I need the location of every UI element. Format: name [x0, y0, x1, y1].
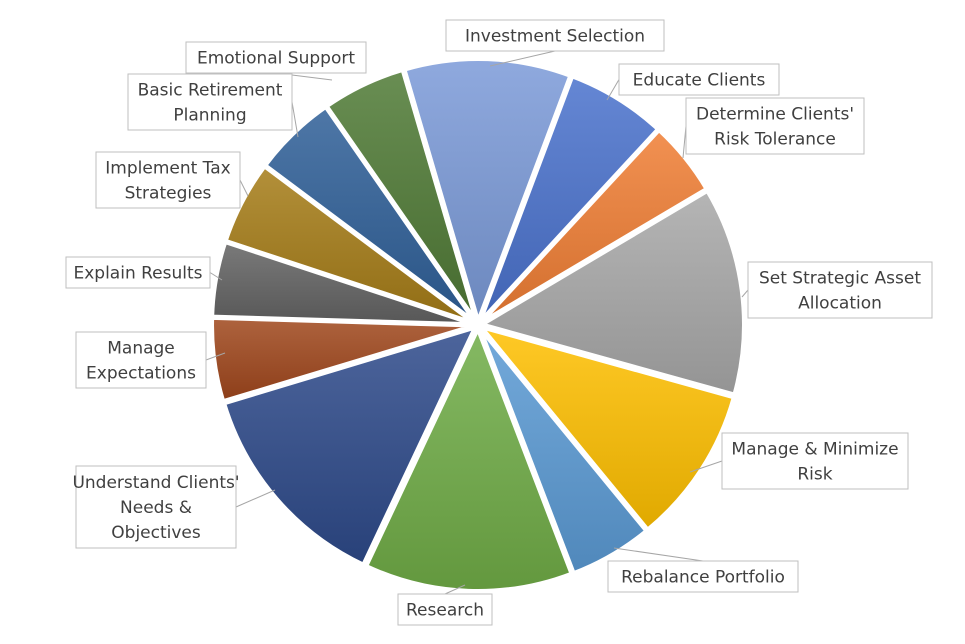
leader-line [291, 101, 299, 138]
data-label-box [65, 256, 211, 289]
data-label: Educate Clients [633, 71, 766, 91]
data-label: Rebalance Portfolio [621, 568, 785, 588]
data-label-box [445, 19, 665, 52]
pie-slice-understand-clients-needs-objectives [222, 325, 477, 567]
leader-line [205, 352, 226, 361]
leader-line [613, 547, 704, 562]
data-label-box [397, 593, 493, 626]
data-label: Basic Retirement Planning [138, 81, 283, 126]
pie-slices [210, 57, 746, 593]
data-label-box [721, 432, 909, 490]
data-label-box [607, 560, 799, 593]
leader-line [444, 584, 466, 595]
data-label: Emotional Support [197, 49, 355, 69]
data-label-box [127, 73, 293, 131]
data-label: Set Strategic Asset Allocation [759, 269, 921, 314]
data-label: Determine Clients' Risk Tolerance [696, 105, 854, 150]
leader-line [689, 460, 723, 473]
pie-slice-manage-minimize-risk [479, 325, 736, 532]
data-label-box [95, 151, 241, 209]
data-label: Manage Expectations [86, 339, 196, 384]
data-label: Research [406, 601, 484, 621]
data-label: Investment Selection [465, 27, 645, 47]
data-label-box [75, 331, 207, 389]
data-label: Implement Tax Strategies [105, 159, 230, 204]
pie-slice-determine-clients-risk-tolerance [479, 128, 709, 325]
data-label: Explain Results [73, 264, 202, 284]
pie-slice-investment-selection [402, 57, 573, 324]
leader-line [606, 79, 620, 101]
data-label-box [618, 63, 780, 96]
data-label: Understand Clients' Needs & Objectives [72, 473, 239, 543]
leader-line [489, 50, 556, 67]
data-label-box [75, 465, 237, 549]
leader-line [235, 489, 276, 508]
leader-line [209, 272, 223, 281]
slice-labels: Investment Selection Educate Clients Deter… [65, 19, 933, 626]
leader-line [239, 179, 249, 197]
data-label-box [685, 97, 865, 155]
pie-slice-set-strategic-asset-allocation [479, 188, 746, 397]
data-label-box [185, 41, 367, 74]
pie-slice-emotional-support [324, 67, 479, 324]
data-label-box [747, 261, 933, 319]
leader-line [741, 289, 749, 298]
pie-slice-research [364, 326, 574, 593]
data-label: Manage & Minimize Risk [731, 440, 898, 485]
pie-slice-rebalance-portfolio [478, 326, 649, 576]
